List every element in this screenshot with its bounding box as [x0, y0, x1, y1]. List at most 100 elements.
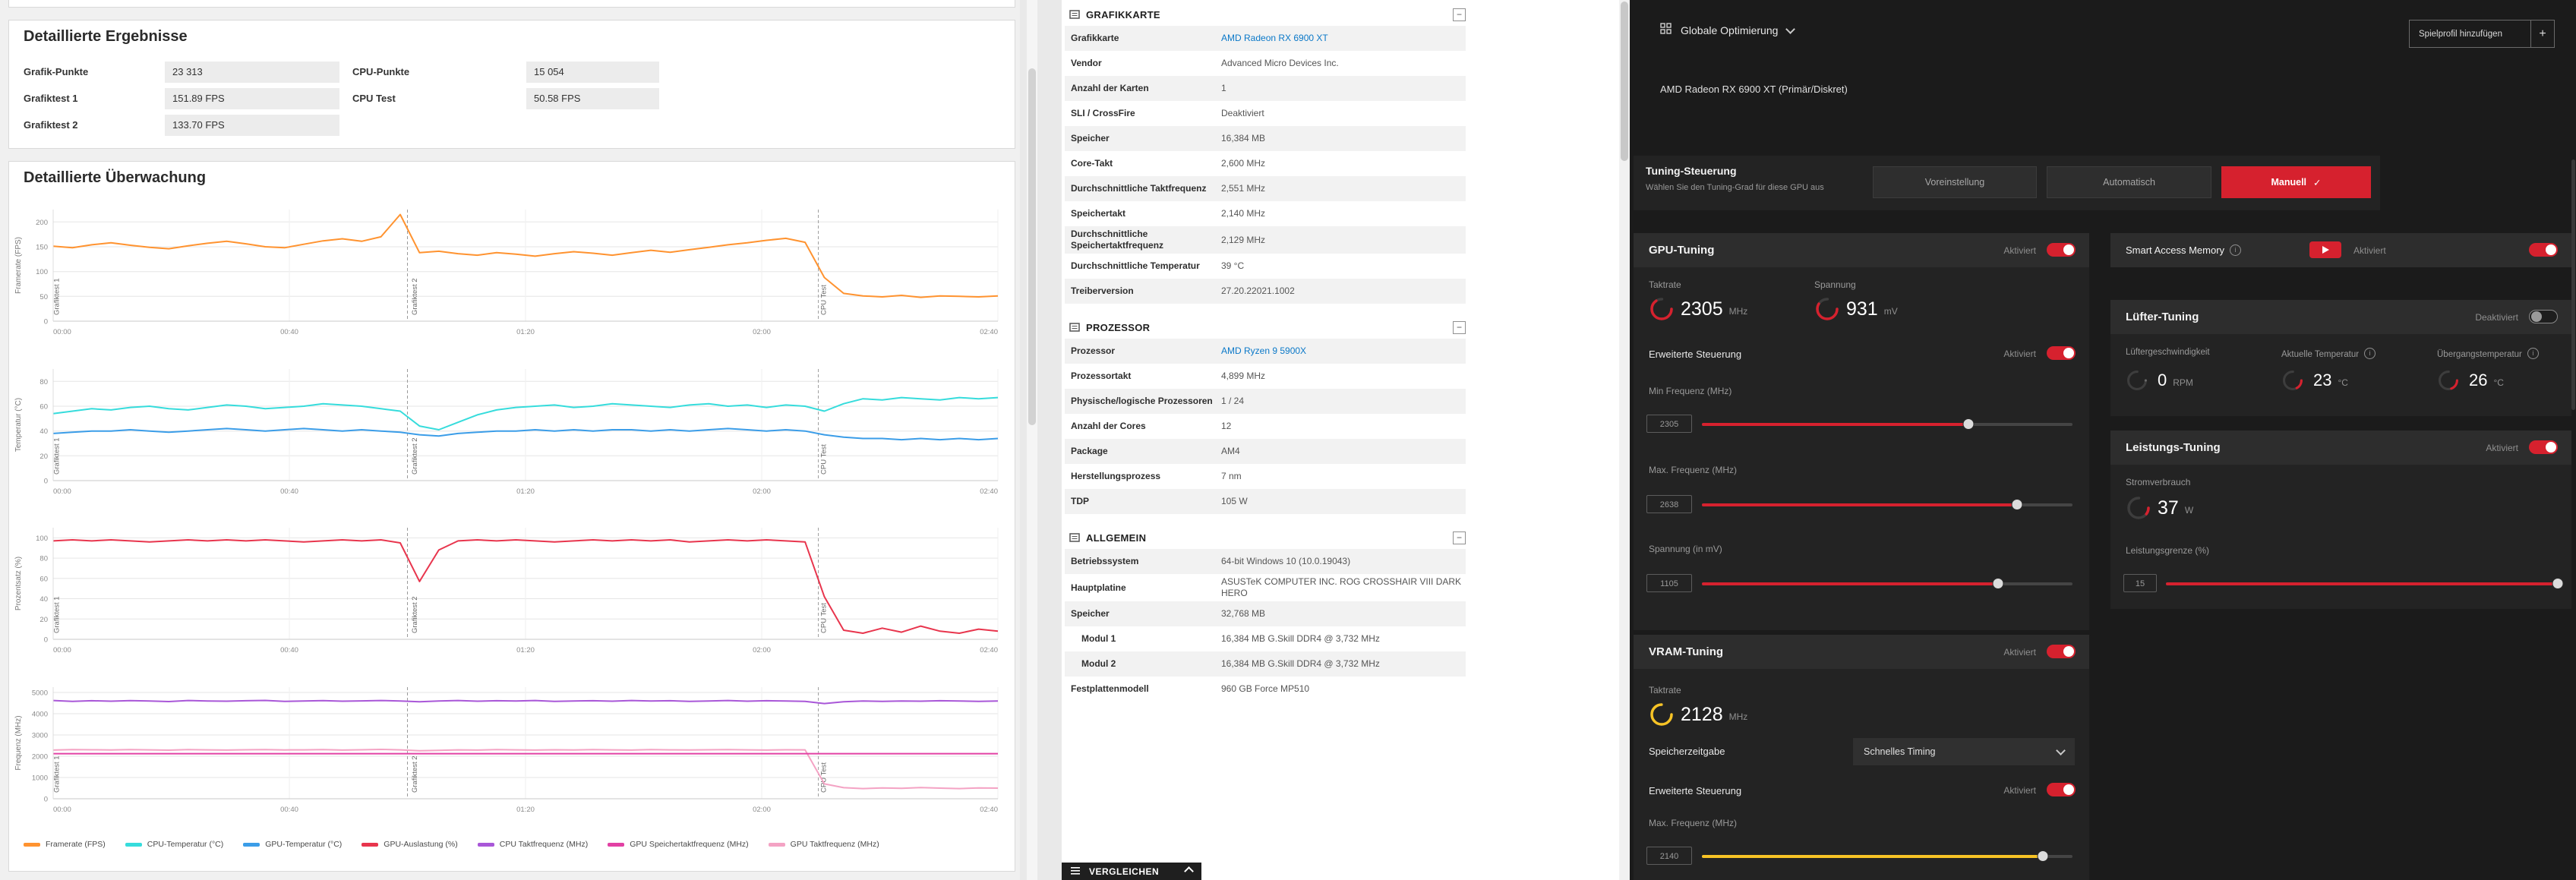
sam-row: Smart Access Memory i Aktiviert	[2110, 233, 2571, 267]
tuning-auto-button[interactable]: Automatisch	[2047, 166, 2211, 198]
info-value: 32,768 MB	[1221, 608, 1266, 619]
max-frequency-slider[interactable]	[1702, 500, 2072, 510]
slider-fill	[1702, 855, 2043, 858]
svg-text:02:00: 02:00	[753, 328, 771, 336]
svg-text:Grafiktest 1: Grafiktest 1	[53, 278, 62, 315]
current-temp-label: Aktuelle Temperatur i	[2281, 348, 2376, 359]
svg-text:150: 150	[36, 244, 48, 252]
tuning-control-block: Tuning-Steuerung Wählen Sie den Tuning-G…	[1634, 156, 2380, 210]
fan-tuning-body: Lüftergeschwindigkeit 0 RPM Aktuelle Tem…	[2110, 334, 2571, 416]
vram-advanced-toggle[interactable]	[2047, 783, 2076, 796]
collapse-button[interactable]: −	[1453, 531, 1466, 544]
vram-tuning-body: Taktrate 2128 MHz Speicherzeitgabe Schne…	[1634, 669, 2089, 880]
info-value: 27.20.22021.1002	[1221, 285, 1295, 296]
sam-toggle[interactable]	[2529, 243, 2558, 257]
gpu-advanced-toggle[interactable]	[2047, 346, 2076, 360]
max-frequency-value-box[interactable]: 2638	[1646, 495, 1692, 513]
svg-text:CPU Test: CPU Test	[820, 762, 829, 793]
info-value: 16,384 MB G.Skill DDR4 @ 3,732 MHz	[1221, 633, 1380, 644]
svg-text:CPU Test: CPU Test	[820, 444, 829, 475]
info-row: Modul 1 16,384 MB G.Skill DDR4 @ 3,732 MH…	[1065, 626, 1466, 651]
tuning-preset-button[interactable]: Voreinstellung	[1873, 166, 2037, 198]
legend-item: GPU Speichertaktfrequenz (MHz)	[608, 840, 749, 849]
legend-swatch	[608, 842, 625, 847]
collapse-button[interactable]: −	[1453, 320, 1466, 334]
chart-svg: 0 1000 2000 3000 4000 5000 00:00 00:40 01:20 02:0…	[14, 687, 999, 814]
vram-clock-unit: MHz	[1728, 711, 1748, 722]
junction-temp-unit: °C	[2493, 377, 2504, 388]
info-value: 1	[1221, 83, 1226, 93]
middle-scrollbar[interactable]	[1619, 0, 1630, 880]
info-row: Betriebssystem 64-bit Windows 10 (10.0.19…	[1065, 549, 1466, 574]
info-row: Speicher 16,384 MB	[1065, 126, 1466, 151]
add-game-profile-button[interactable]: Spielprofil hinzufügen +	[2409, 20, 2555, 48]
power-limit-value-box[interactable]: 15	[2123, 574, 2157, 592]
vram-tuning-status: Aktiviert	[2003, 647, 2036, 658]
info-row: Core-Takt 2,600 MHz	[1065, 151, 1466, 176]
power-tuning-toggle[interactable]	[2529, 440, 2558, 454]
compare-label: VERGLEICHEN	[1089, 866, 1160, 877]
tuning-manual-button[interactable]: Manuell ✓	[2221, 166, 2371, 198]
info-row: Package AM4	[1065, 439, 1466, 464]
info-label: SLI / CrossFire	[1071, 108, 1135, 118]
info-row: Modul 2 16,384 MB G.Skill DDR4 @ 3,732 MH…	[1065, 651, 1466, 677]
info-row: Anzahl der Karten 1	[1065, 76, 1466, 101]
result-value: 23 313	[165, 62, 339, 83]
slider-handle[interactable]	[1993, 579, 2003, 588]
gpu-voltage-value: 931	[1846, 298, 1878, 320]
fan-tuning-toggle[interactable]	[2529, 310, 2558, 323]
compare-tab[interactable]: VERGLEICHEN	[1062, 863, 1201, 880]
card-remnant	[8, 0, 1015, 8]
info-row: Durchschnittliche Taktfrequenz 2,551 MHz	[1065, 176, 1466, 201]
power-tuning-header: Leistungs-Tuning Aktiviert	[2110, 431, 2571, 465]
voltage-value-box[interactable]: 1105	[1646, 574, 1692, 592]
collapse-button[interactable]: −	[1453, 8, 1466, 21]
section-header-prozessor: PROZESSOR −	[1065, 316, 1466, 339]
svg-text:50: 50	[39, 293, 48, 301]
section-gap	[1065, 514, 1466, 526]
slider-handle[interactable]	[2012, 500, 2022, 509]
min-frequency-value-box[interactable]: 2305	[1646, 415, 1692, 433]
legend-item: GPU-Temperatur (°C)	[243, 840, 342, 849]
legend-label: GPU-Temperatur (°C)	[265, 840, 343, 849]
vram-max-frequency-value-box[interactable]: 2140	[1646, 847, 1692, 865]
slider-handle[interactable]	[2552, 579, 2563, 588]
info-row: Vendor Advanced Micro Devices Inc.	[1065, 51, 1466, 76]
vram-tuning-header: VRAM-Tuning Aktiviert	[1634, 635, 2089, 669]
info-value: 960 GB Force MP510	[1221, 683, 1310, 694]
vram-tuning-toggle[interactable]	[2047, 645, 2076, 658]
info-label: Speicher	[1071, 133, 1110, 144]
profile-selector[interactable]: Globale Optimierung	[1660, 23, 1796, 38]
info-label: Modul 1	[1081, 633, 1116, 644]
memory-timing-dropdown[interactable]: Schnelles Timing	[1853, 738, 2075, 765]
svg-text:0: 0	[44, 796, 48, 804]
sam-label: Smart Access Memory i	[2126, 233, 2242, 267]
info-icon[interactable]: i	[2230, 244, 2242, 256]
section-icon	[1069, 532, 1080, 543]
info-value-link[interactable]: AMD Ryzen 9 5900X	[1221, 345, 1307, 356]
slider-handle[interactable]	[2038, 851, 2048, 861]
vram-max-frequency-slider[interactable]	[1702, 851, 2072, 862]
info-value: AM4	[1221, 446, 1240, 456]
vram-clock-gauge	[1649, 702, 1675, 727]
info-label: Prozessortakt	[1071, 371, 1132, 381]
info-value: 2,551 MHz	[1221, 183, 1266, 194]
info-value-link[interactable]: AMD Radeon RX 6900 XT	[1221, 33, 1328, 43]
scrollbar-thumb[interactable]	[1621, 2, 1628, 161]
slider-handle[interactable]	[1963, 419, 1974, 429]
vram-advanced-status: Aktiviert	[2003, 785, 2036, 796]
left-scrollbar[interactable]	[1027, 0, 1037, 880]
gpu-tuning-toggle[interactable]	[2047, 243, 2076, 257]
right-scrollbar-thumb[interactable]	[2571, 159, 2575, 410]
svg-text:Grafiktest 1: Grafiktest 1	[53, 596, 62, 633]
info-icon[interactable]: i	[2527, 348, 2539, 359]
voltage-slider[interactable]	[1702, 579, 2072, 589]
svg-text:01:20: 01:20	[516, 806, 535, 814]
info-label: Hauptplatine	[1071, 582, 1126, 593]
scrollbar-thumb[interactable]	[1028, 68, 1036, 425]
check-icon: ✓	[2313, 177, 2322, 188]
min-frequency-slider[interactable]	[1702, 419, 2072, 430]
info-icon[interactable]: i	[2364, 348, 2376, 359]
power-limit-slider[interactable]	[2166, 579, 2563, 589]
gpu-advanced-status: Aktiviert	[2003, 349, 2036, 359]
